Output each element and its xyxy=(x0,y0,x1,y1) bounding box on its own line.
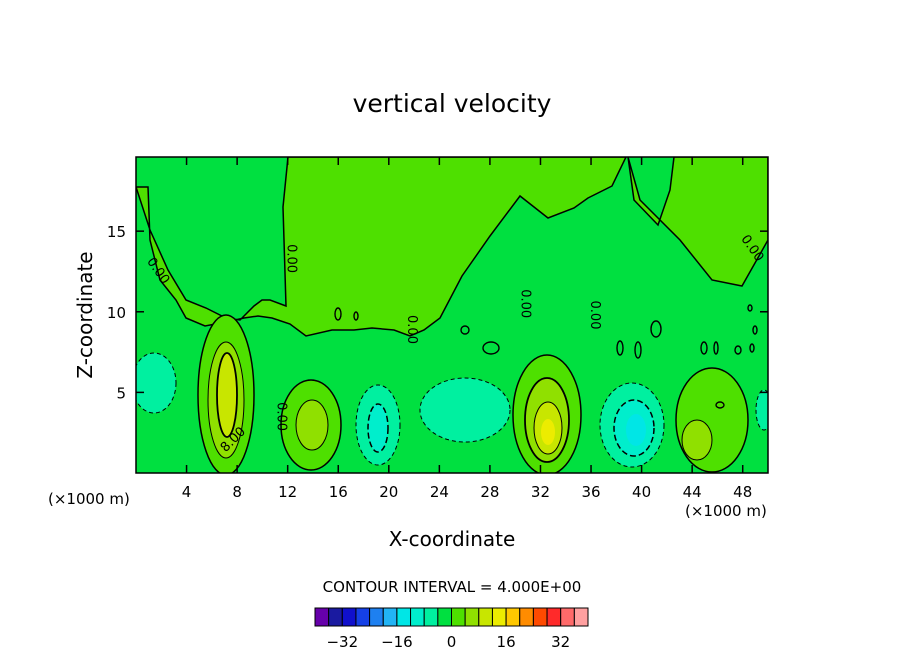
downdraft-core-1-inner xyxy=(367,403,389,453)
colorbar-tick-label: −16 xyxy=(381,633,413,651)
colorbar-swatch xyxy=(546,607,562,627)
downdraft-core-3-inner xyxy=(626,414,646,446)
x-tick-label: 24 xyxy=(430,483,449,501)
colorbar-swatch xyxy=(519,607,534,627)
colorbar: −32 −16 0 16 32 xyxy=(314,607,589,651)
x-unit-label-right: (×1000 m) xyxy=(685,502,767,520)
x-tick-label: 4 xyxy=(182,483,192,501)
colorbar-tick-label: 16 xyxy=(497,633,516,651)
x-tick-label: 44 xyxy=(683,483,702,501)
plot-area: 0.00 0.000.000.00 0.000.008.000.00 4 8 12 16 2… xyxy=(107,156,769,501)
colorbar-swatch xyxy=(396,607,412,627)
contour-label: 0.00 xyxy=(404,315,419,344)
updraft-core-2-inner xyxy=(295,399,329,451)
downdraft-core-2 xyxy=(419,377,511,443)
upper-right-region xyxy=(627,157,768,287)
colorbar-swatch xyxy=(573,607,589,627)
small-cells xyxy=(334,304,758,409)
y-tick-label: 5 xyxy=(116,384,126,402)
colorbar-tick-label: 32 xyxy=(551,633,570,651)
contour-label: 0.00 xyxy=(587,301,602,330)
contour-interval-text: CONTOUR INTERVAL = 4.000E+00 xyxy=(323,578,582,596)
colorbar-swatch xyxy=(423,607,439,627)
colorbar-swatch xyxy=(451,607,466,627)
colorbar-swatch xyxy=(314,607,330,627)
contour-fills xyxy=(136,157,768,473)
y-tick-label: 15 xyxy=(107,223,126,241)
colorbar-tick-label: 0 xyxy=(447,633,457,651)
updraft-core-3-peak xyxy=(541,419,555,445)
colorbar-swatch xyxy=(355,607,371,627)
updraft-core-1-inner xyxy=(216,352,238,438)
colorbar-swatch xyxy=(328,607,343,627)
colorbar-swatch xyxy=(437,607,453,627)
x-tick-label: 40 xyxy=(632,483,651,501)
contour-label: 0.00 xyxy=(274,402,289,431)
x-tick-label: 12 xyxy=(278,483,297,501)
x-tick-label: 16 xyxy=(329,483,348,501)
downdraft-edge-right xyxy=(755,389,768,431)
contour-label: 0.00 xyxy=(284,244,299,273)
contour-label: 0.00 xyxy=(518,289,533,318)
x-tick-label: 8 xyxy=(232,483,242,501)
updraft-core-4-outer xyxy=(675,367,749,473)
colorbar-swatch xyxy=(369,607,384,627)
downdraft-edge-left xyxy=(136,352,177,414)
chart-title: vertical velocity xyxy=(353,89,552,118)
y-axis-label: Z-coordinate xyxy=(73,251,97,378)
x-unit-label-left: (×1000 m) xyxy=(48,490,130,508)
colorbar-swatch xyxy=(410,607,425,627)
colorbar-swatch xyxy=(464,607,480,627)
colorbar-swatch xyxy=(532,607,548,627)
updraft-core-4-inner xyxy=(681,419,713,461)
colorbar-tick-label: −32 xyxy=(326,633,358,651)
plot-frame xyxy=(135,156,769,474)
x-tick-label: 48 xyxy=(733,483,752,501)
x-tick-label: 28 xyxy=(480,483,499,501)
colorbar-swatch xyxy=(341,607,357,627)
y-tick-label: 10 xyxy=(107,304,126,322)
x-tick-label: 20 xyxy=(379,483,398,501)
colorbar-swatch xyxy=(560,607,575,627)
x-axis-label: X-coordinate xyxy=(389,527,516,551)
x-tick-label: 32 xyxy=(531,483,550,501)
colorbar-swatch xyxy=(382,607,398,627)
x-tick-label: 36 xyxy=(581,483,600,501)
colorbar-swatch xyxy=(505,607,521,627)
colorbar-swatch xyxy=(478,607,493,627)
colorbar-swatch xyxy=(491,607,507,627)
